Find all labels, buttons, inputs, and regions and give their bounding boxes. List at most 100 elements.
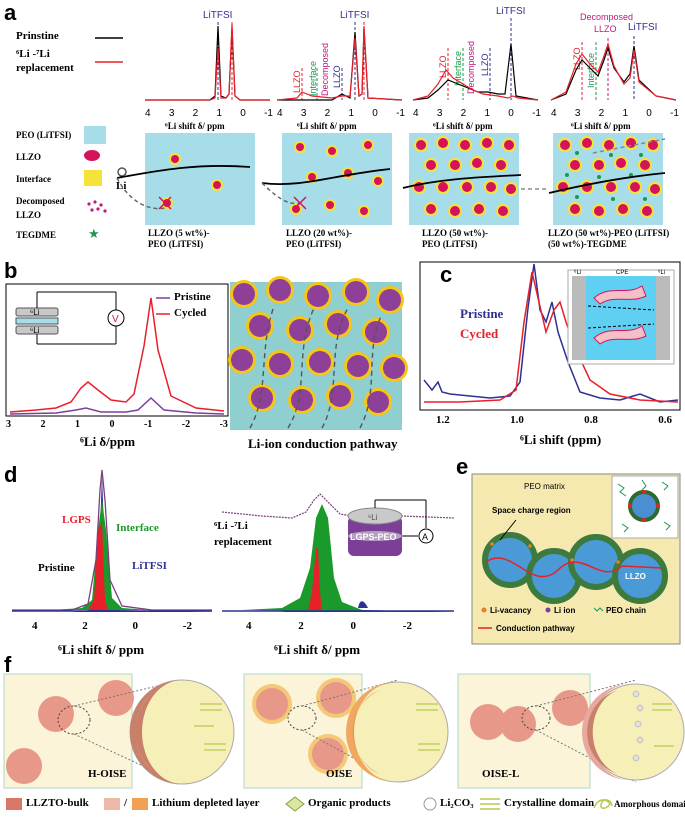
panel-f-label-oise: OISE bbox=[326, 768, 353, 780]
legend-li2co3-label: Li₂CO₃ bbox=[440, 797, 474, 809]
panel-d-label-pristine: Pristine bbox=[38, 562, 75, 574]
panel-d-label-litfsi: LiTFSI bbox=[132, 560, 167, 572]
svg-text:LiTFSI: LiTFSI bbox=[496, 6, 525, 17]
svg-text:LLZO: LLZO bbox=[332, 65, 342, 88]
panel-e-vacancy-label: Li-vacancy bbox=[490, 606, 532, 615]
spectrum-50wt-tegdme: LiTFSI Decomposed LLZO LLZO Interface bbox=[550, 12, 677, 101]
panel-d-left-axis-label: ⁶Li shift δ/ ppm bbox=[58, 642, 145, 657]
legend-pristine-line bbox=[95, 37, 123, 39]
svg-text:LiTFSI: LiTFSI bbox=[628, 22, 657, 33]
panel-d-right-label-2: replacement bbox=[214, 536, 272, 548]
legend-replacement-line bbox=[95, 61, 123, 63]
amorphous-domain-icon bbox=[593, 799, 613, 809]
svg-text:Decomposed: Decomposed bbox=[320, 43, 330, 96]
caption-5wt-2: PEO (LiTFSI) bbox=[148, 239, 204, 249]
crystalline-domain-icon bbox=[480, 798, 500, 810]
svg-text:Interface: Interface bbox=[586, 53, 596, 88]
panel-e-pathway-label: Conduction pathway bbox=[496, 624, 575, 633]
legend-bulk-swatch bbox=[6, 798, 22, 810]
panel-d-label-interface: Interface bbox=[116, 522, 159, 534]
key-interface-label: Interface bbox=[16, 174, 51, 184]
panel-e-space-charge-label: Space charge region bbox=[492, 506, 571, 515]
panel-c-label-cycled: Cycled bbox=[460, 326, 499, 341]
panel-e-diagram bbox=[471, 473, 681, 645]
panel-e-matrix-label: PEO matrix bbox=[524, 482, 565, 491]
key-interface-swatch bbox=[84, 170, 102, 186]
svg-text:Decomposed: Decomposed bbox=[580, 12, 633, 22]
caption-50wt-2: PEO (LiTFSI) bbox=[422, 239, 478, 249]
panel-label-f: f bbox=[4, 652, 12, 677]
legend-organic-label: Organic products bbox=[308, 797, 391, 809]
li-atom-icon bbox=[117, 167, 127, 177]
panel-d-cell-icon: ⁶Li LGPS-PEO A bbox=[347, 499, 434, 556]
panel-b-ticks: 3 2 1 0 -1 -2 -3 bbox=[6, 419, 228, 430]
panel-d-left-ticks: 4 2 0 -2 bbox=[32, 620, 192, 632]
legend-depleted-swatch-2 bbox=[132, 798, 148, 810]
schematic-50wt bbox=[402, 133, 549, 225]
panel-e-llzo-label: LLZO bbox=[625, 572, 646, 581]
schematic-5wt bbox=[116, 133, 255, 225]
caption-tegdme-2: (50 wt%)-TEGDME bbox=[548, 239, 627, 249]
panel-f-label-oise-l: OISE-L bbox=[482, 768, 520, 780]
panel-b-pathway-caption: Li-ion conduction pathway bbox=[248, 436, 398, 451]
key-decomposed-label-1: Decomposed bbox=[16, 196, 65, 206]
key-decomposed-dots bbox=[87, 200, 107, 213]
panel-a-tick-row-2: 4 3 2 1 0 -1 bbox=[277, 108, 405, 119]
key-tegdme-label: TEGDME bbox=[16, 230, 57, 240]
svg-text:⁶Li: ⁶Li bbox=[574, 269, 581, 276]
voltmeter-icon: V bbox=[112, 314, 119, 325]
svg-text:Interface: Interface bbox=[453, 51, 463, 86]
caption-20wt-2: PEO (LiTFSI) bbox=[286, 239, 342, 249]
panel-a-tick-row-4: 4 3 2 1 0 -1 bbox=[551, 108, 679, 119]
panel-d-right-ticks: 4 2 0 -2 bbox=[246, 620, 412, 632]
spectrum-50wt: LiTFSI LLZO Interface Decomposed LLZO bbox=[412, 6, 539, 101]
panel-a-axis-label-3: ⁶Li shift δ/ ppm bbox=[433, 121, 493, 131]
panel-a-axis-label-2: ⁶Li shift δ/ ppm bbox=[297, 121, 357, 131]
peak-label-litfsi: LiTFSI bbox=[203, 10, 232, 21]
panel-c-spectrum: ⁶Li CPE ⁶Li bbox=[419, 261, 681, 411]
caption-5wt-1: LLZO (5 wt%)- bbox=[148, 228, 210, 238]
panel-d-left-spectrum bbox=[12, 469, 212, 612]
key-peo-label: PEO (LiTFSI) bbox=[16, 130, 72, 140]
panel-d-right-label-1: ⁶Li -⁷Li bbox=[214, 520, 248, 532]
panel-c-label-pristine: Pristine bbox=[460, 306, 504, 321]
key-peo-swatch bbox=[84, 126, 106, 144]
svg-text:⁶Li: ⁶Li bbox=[658, 269, 665, 276]
svg-text:CPE: CPE bbox=[616, 270, 628, 276]
panel-b-legend-pristine: Pristine bbox=[174, 291, 211, 303]
legend-replacement-label-1: ⁶Li -⁷Li bbox=[16, 48, 50, 60]
panel-label-d: d bbox=[4, 462, 18, 487]
caption-20wt-1: LLZO (20 wt%)- bbox=[286, 228, 352, 238]
panel-label-a: a bbox=[4, 0, 17, 25]
svg-text:LLZO: LLZO bbox=[572, 47, 582, 70]
panel-a-tick-row-1: 4 3 2 1 0 -1 bbox=[145, 108, 273, 119]
panel-e-li-ion-label: Li ion bbox=[554, 606, 576, 615]
panel-a-axis-label-1: ⁶Li shift δ/ ppm bbox=[165, 121, 225, 131]
panel-a-tick-row-3: 4 3 2 1 0 -1 bbox=[413, 108, 541, 119]
panel-f-oise-l bbox=[457, 673, 685, 789]
svg-text:LGPS-PEO: LGPS-PEO bbox=[350, 532, 397, 542]
panel-a-axis-label-4: ⁶Li shift δ/ ppm bbox=[571, 121, 631, 131]
legend-crystalline-label: Crystalline domain bbox=[504, 797, 595, 809]
legend-depleted-label: Lithium depleted layer bbox=[152, 797, 260, 809]
spectrum-20wt: LiTFSI LLZO Interface Decomposed LLZO bbox=[276, 10, 403, 101]
panel-e-peo-chain-label: PEO chain bbox=[606, 606, 647, 615]
panel-f-label-h-oise: H-OISE bbox=[88, 768, 127, 780]
caption-50wt-1: LLZO (50 wt%)- bbox=[422, 228, 488, 238]
spectrum-5wt: LiTFSI bbox=[145, 10, 270, 101]
schematic-50wt-tegdme bbox=[548, 133, 666, 225]
panel-label-e: e bbox=[456, 454, 469, 479]
ammeter-icon: A bbox=[422, 532, 428, 542]
key-llzo-label: LLZO bbox=[16, 152, 42, 162]
legend-amorphous-label: Amorphous domain bbox=[614, 799, 685, 809]
svg-text:LLZO: LLZO bbox=[438, 55, 448, 78]
svg-text:⁶Li: ⁶Li bbox=[30, 308, 40, 317]
svg-text:Interface: Interface bbox=[308, 61, 318, 96]
panel-c-axis-label: ⁶Li shift (ppm) bbox=[520, 432, 602, 447]
caption-tegdme-1: LLZO (50 wt%)-PEO (LiTFSI) bbox=[548, 228, 670, 238]
legend-replacement-label-2: replacement bbox=[16, 62, 74, 74]
panel-f-oise bbox=[243, 673, 449, 789]
panel-d-label-lgps: LGPS bbox=[62, 514, 91, 526]
schematic-20wt bbox=[261, 133, 392, 225]
key-llzo-swatch bbox=[84, 150, 100, 161]
